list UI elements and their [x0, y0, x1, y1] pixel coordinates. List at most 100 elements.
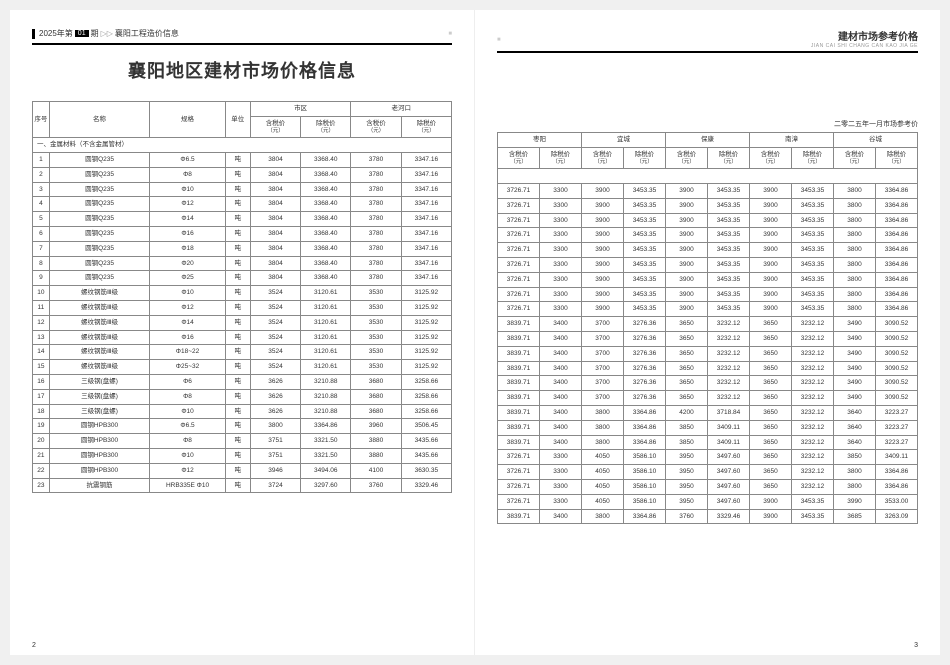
table-cell: 3120.61	[301, 345, 351, 360]
table-cell: Φ6.5	[150, 152, 225, 167]
table-cell: 3650	[666, 317, 708, 332]
table-cell: 3900	[750, 302, 792, 317]
table-cell: 3300	[540, 302, 582, 317]
table-row: 3726.71330039003453.3539003453.353900345…	[498, 213, 918, 228]
header-prefix: 2025年第	[39, 28, 73, 39]
table-cell: 吨	[225, 419, 250, 434]
table-cell: 3368.40	[301, 271, 351, 286]
table-cell: 3125.92	[401, 345, 451, 360]
page-spread: 2025年第 01 期 ▷▷ 襄阳工程造价信息 ■ 襄阳地区建材市场价格信息 序…	[10, 10, 940, 655]
table-cell: 3090.52	[876, 317, 918, 332]
table-row: 7圆钢Q235Φ18吨38043368.4037803347.16	[33, 241, 452, 256]
table-cell: 3650	[750, 405, 792, 420]
table-cell: Φ14	[150, 212, 225, 227]
table-cell: 圆钢Q235	[49, 271, 150, 286]
table-cell: 3900	[750, 228, 792, 243]
table-cell: 3990	[834, 494, 876, 509]
table-cell: 3800	[834, 228, 876, 243]
table-cell: 7	[33, 241, 50, 256]
table-cell: Φ10	[150, 286, 225, 301]
table-cell: 3232.12	[792, 331, 834, 346]
table-cell: 3490	[834, 391, 876, 406]
region-header: 保康	[666, 133, 750, 148]
table-cell: 3850	[834, 450, 876, 465]
table-row: 16三级钢(盘螺)Φ6吨36263210.8836803258.66	[33, 374, 452, 389]
table-cell: 3800	[834, 465, 876, 480]
table-cell: 3650	[666, 331, 708, 346]
table-cell: 3232.12	[792, 420, 834, 435]
table-cell: 3726.71	[498, 228, 540, 243]
table-cell: Φ12	[150, 197, 225, 212]
right-subnote: 二零二五年一月市场参考价	[497, 119, 918, 129]
table-cell: 3453.35	[708, 228, 750, 243]
table-cell: 3364.86	[876, 465, 918, 480]
table-cell: 3839.71	[498, 346, 540, 361]
table-cell: 3946	[250, 463, 300, 478]
region-header: 谷城	[834, 133, 918, 148]
table-cell: 吨	[225, 182, 250, 197]
table-cell: 抗震钢筋	[49, 478, 150, 493]
table-cell: 3726.71	[498, 198, 540, 213]
table-row: 13螺纹钢筋Ⅲ级Φ16吨35243120.6135303125.92	[33, 330, 452, 345]
table-cell: Φ16	[150, 330, 225, 345]
table-cell: 3329.46	[401, 478, 451, 493]
table-row: 3839.71340037003276.3636503232.123650323…	[498, 376, 918, 391]
issue-badge: 01	[75, 30, 89, 37]
table-cell: 3368.40	[301, 226, 351, 241]
table-cell: 3726.71	[498, 302, 540, 317]
table-cell: 3850	[666, 435, 708, 450]
table-cell: 3347.16	[401, 197, 451, 212]
table-cell: 3900	[582, 213, 624, 228]
table-row: 3726.71330039003453.3539003453.353900345…	[498, 257, 918, 272]
table-cell: 3368.40	[301, 182, 351, 197]
table-row: 20圆钢HPB300Φ8吨37513321.5038803435.66	[33, 434, 452, 449]
col-taxin-1: 含税价（元）	[250, 116, 300, 137]
table-cell: 3300	[540, 272, 582, 287]
table-cell: 3760	[351, 478, 401, 493]
table-cell: 3839.71	[498, 509, 540, 524]
table-cell: 17	[33, 389, 50, 404]
table-cell: 3680	[351, 404, 401, 419]
table-cell: 3364.86	[624, 405, 666, 420]
table-cell: 3453.35	[792, 243, 834, 258]
table-row: 3839.71340037003276.3636503232.123650323…	[498, 361, 918, 376]
table-cell: 3400	[540, 376, 582, 391]
table-cell: 3232.12	[708, 331, 750, 346]
price-subheader: 含税价（元）	[750, 147, 792, 168]
table-cell: 圆钢Q235	[49, 152, 150, 167]
table-cell: 3804	[250, 256, 300, 271]
table-cell: 3223.27	[876, 405, 918, 420]
table-cell: 3276.36	[624, 346, 666, 361]
table-row: 23抗震钢筋HRB335E Φ10吨37243297.6037603329.46	[33, 478, 452, 493]
table-cell: Φ14	[150, 315, 225, 330]
table-cell: 3364.86	[876, 213, 918, 228]
table-cell: 1	[33, 152, 50, 167]
table-cell: 3276.36	[624, 331, 666, 346]
price-subheader: 除税价（元）	[792, 147, 834, 168]
table-cell: 螺纹钢筋Ⅲ级	[49, 360, 150, 375]
table-cell: 3900	[666, 198, 708, 213]
table-cell: 3453.35	[792, 228, 834, 243]
table-cell: 18	[33, 404, 50, 419]
table-cell: 3347.16	[401, 241, 451, 256]
page-number-left: 2	[32, 642, 36, 649]
table-row: 6圆钢Q235Φ16吨38043368.4037803347.16	[33, 226, 452, 241]
col-unit: 单位	[225, 102, 250, 138]
table-cell: 3650	[666, 391, 708, 406]
table-cell: 3453.35	[708, 183, 750, 198]
table-cell: 3804	[250, 182, 300, 197]
table-cell: 3839.71	[498, 435, 540, 450]
table-cell: 3232.12	[792, 405, 834, 420]
table-cell: 3120.61	[301, 286, 351, 301]
table-cell: 3347.16	[401, 167, 451, 182]
table-row: 3726.71330040503586.1039503497.603650323…	[498, 465, 918, 480]
table-cell: 3210.88	[301, 404, 351, 419]
table-cell: 3125.92	[401, 286, 451, 301]
table-cell: 3900	[750, 198, 792, 213]
table-cell: 吨	[225, 404, 250, 419]
table-cell: 3586.10	[624, 479, 666, 494]
table-row: 15螺纹钢筋Ⅲ级Φ25~32吨35243120.6135303125.92	[33, 360, 452, 375]
table-cell: 螺纹钢筋Ⅲ级	[49, 300, 150, 315]
table-cell: 3700	[582, 346, 624, 361]
table-cell: 3726.71	[498, 494, 540, 509]
